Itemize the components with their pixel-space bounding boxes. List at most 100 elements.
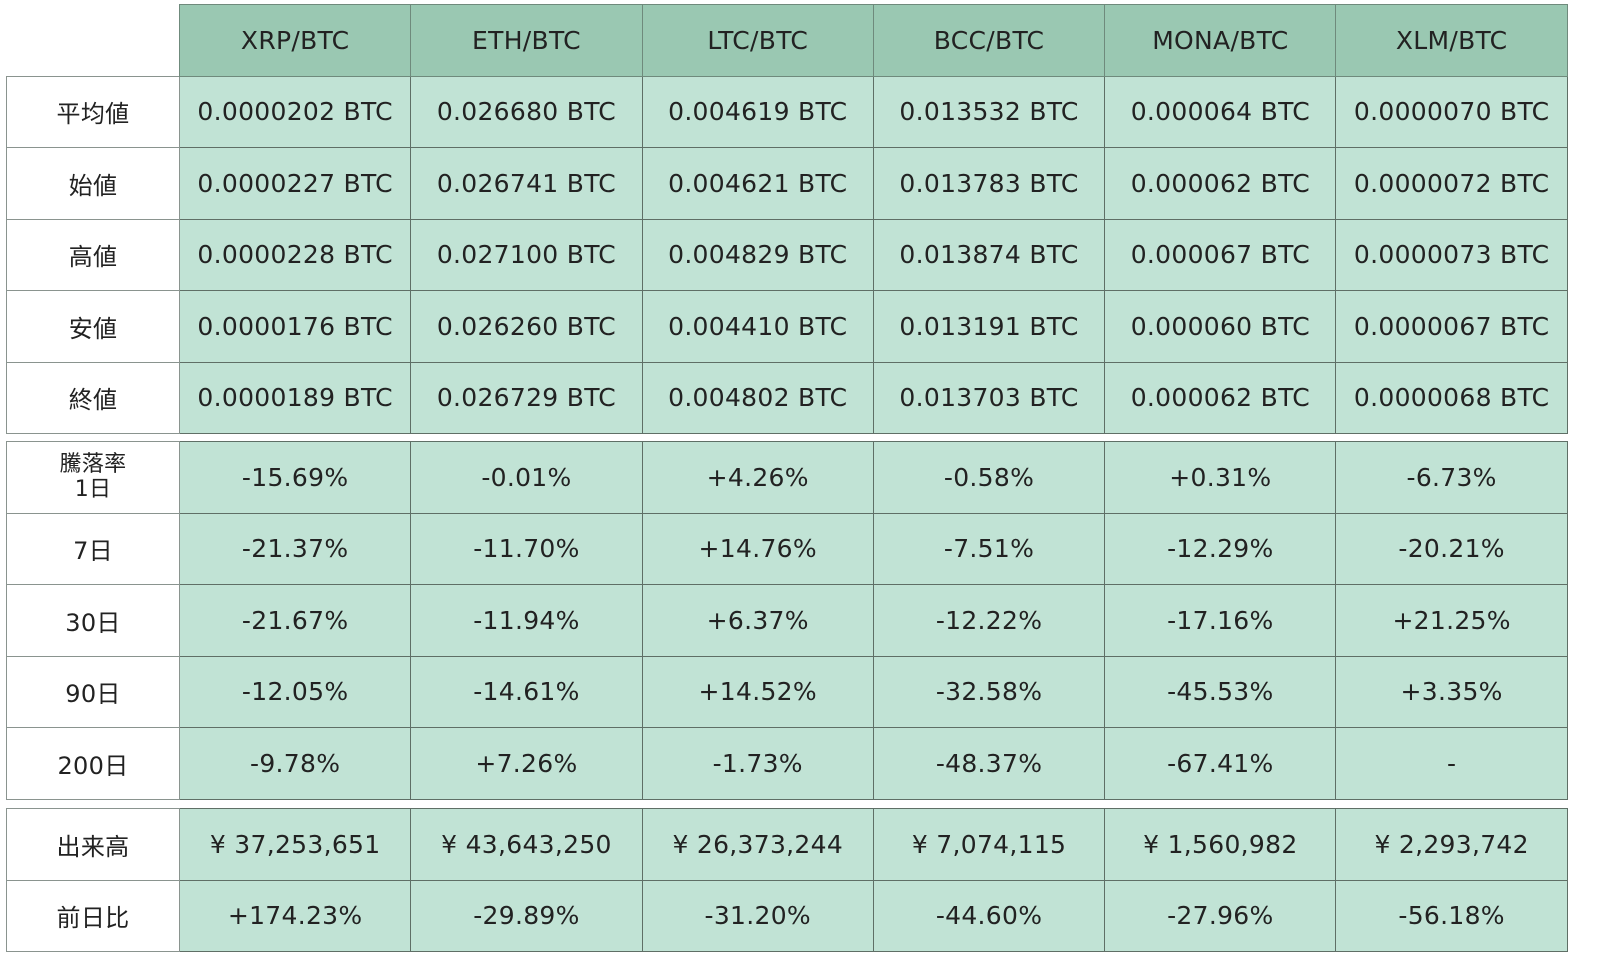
cell: 0.026741 BTC xyxy=(410,147,643,220)
cell: 0.000067 BTC xyxy=(1104,218,1337,291)
cell: +0.31% xyxy=(1104,441,1337,514)
cell: 0.0000073 BTC xyxy=(1335,218,1568,291)
volume-table: 出来高 ¥ 37,253,651 ¥ 43,643,250 ¥ 26,373,2… xyxy=(6,808,1568,952)
cell: ¥ 1,560,982 xyxy=(1104,808,1337,881)
cell: -20.21% xyxy=(1335,512,1568,585)
cell: ¥ 2,293,742 xyxy=(1335,808,1568,881)
cell: -12.22% xyxy=(872,584,1106,657)
cell: +174.23% xyxy=(178,879,412,952)
cell: +14.52% xyxy=(641,655,874,728)
cell: -67.41% xyxy=(1104,727,1337,800)
cell: +3.35% xyxy=(1335,655,1568,728)
cell: -0.01% xyxy=(410,441,643,514)
change-rate-title: 騰落率 xyxy=(59,452,127,478)
row-label: 7日 xyxy=(6,512,180,585)
cell: 0.000062 BTC xyxy=(1104,361,1337,434)
cell: 0.0000202 BTC xyxy=(178,75,412,148)
cell: 0.0000072 BTC xyxy=(1335,147,1568,220)
cell: - xyxy=(1335,727,1568,800)
cell: 0.013783 BTC xyxy=(872,147,1106,220)
cell: ¥ 37,253,651 xyxy=(178,808,412,881)
table-row: 出来高 ¥ 37,253,651 ¥ 43,643,250 ¥ 26,373,2… xyxy=(6,808,1568,881)
table-row: 安値 0.0000176 BTC 0.026260 BTC 0.004410 B… xyxy=(6,290,1568,363)
row-label: 出来高 xyxy=(6,808,180,881)
cell: +14.76% xyxy=(641,512,874,585)
cell: 0.0000067 BTC xyxy=(1335,290,1568,363)
cell: +7.26% xyxy=(410,727,643,800)
cell: -7.51% xyxy=(872,512,1106,585)
row-label: 90日 xyxy=(6,655,180,728)
cell: 0.000064 BTC xyxy=(1104,75,1337,148)
row-label: 前日比 xyxy=(6,879,180,952)
cell: 0.0000070 BTC xyxy=(1335,75,1568,148)
cell: -32.58% xyxy=(872,655,1106,728)
cell: 0.026680 BTC xyxy=(410,75,643,148)
cell: -21.37% xyxy=(178,512,412,585)
cell: +4.26% xyxy=(641,441,874,514)
cell: +21.25% xyxy=(1335,584,1568,657)
cell: -9.78% xyxy=(178,727,412,800)
cell: -45.53% xyxy=(1104,655,1337,728)
cell: 0.0000228 BTC xyxy=(178,218,412,291)
price-stats-table: XRP/BTC ETH/BTC LTC/BTC BCC/BTC MONA/BTC… xyxy=(6,4,1568,434)
column-header: XRP/BTC xyxy=(178,4,412,77)
cell: 0.000060 BTC xyxy=(1104,290,1337,363)
row-label: 高値 xyxy=(6,218,180,291)
table-row: 騰落率 1日 -15.69% -0.01% +4.26% -0.58% +0.3… xyxy=(6,441,1568,514)
cell: 0.004410 BTC xyxy=(641,290,874,363)
row-label: 平均値 xyxy=(6,75,180,148)
cell: 0.004802 BTC xyxy=(641,361,874,434)
cell: -44.60% xyxy=(872,879,1106,952)
table-row: 200日 -9.78% +7.26% -1.73% -48.37% -67.41… xyxy=(6,727,1568,800)
table-row: 平均値 0.0000202 BTC 0.026680 BTC 0.004619 … xyxy=(6,75,1568,148)
row-label: 終値 xyxy=(6,361,180,434)
cell: 0.004829 BTC xyxy=(641,218,874,291)
table-row: 始値 0.0000227 BTC 0.026741 BTC 0.004621 B… xyxy=(6,147,1568,220)
cell: -17.16% xyxy=(1104,584,1337,657)
cell: 0.026729 BTC xyxy=(410,361,643,434)
cell: 0.0000068 BTC xyxy=(1335,361,1568,434)
cell: -11.94% xyxy=(410,584,643,657)
cell: -12.29% xyxy=(1104,512,1337,585)
cell: -21.67% xyxy=(178,584,412,657)
column-header: XLM/BTC xyxy=(1335,4,1568,77)
cell: -31.20% xyxy=(641,879,874,952)
cell: -14.61% xyxy=(410,655,643,728)
table-row: 終値 0.0000189 BTC 0.026729 BTC 0.004802 B… xyxy=(6,361,1568,434)
cell: -1.73% xyxy=(641,727,874,800)
cell: -29.89% xyxy=(410,879,643,952)
cell: 0.013532 BTC xyxy=(872,75,1106,148)
cell: 0.0000227 BTC xyxy=(178,147,412,220)
period-label: 1日 xyxy=(74,477,112,503)
column-header: LTC/BTC xyxy=(641,4,874,77)
cell: -15.69% xyxy=(178,441,412,514)
cell: 0.013703 BTC xyxy=(872,361,1106,434)
cell: 0.027100 BTC xyxy=(410,218,643,291)
cell: -56.18% xyxy=(1335,879,1568,952)
cell: 0.000062 BTC xyxy=(1104,147,1337,220)
header-row: XRP/BTC ETH/BTC LTC/BTC BCC/BTC MONA/BTC… xyxy=(6,4,1568,77)
cell: +6.37% xyxy=(641,584,874,657)
cell: -12.05% xyxy=(178,655,412,728)
table-row: 7日 -21.37% -11.70% +14.76% -7.51% -12.29… xyxy=(6,512,1568,585)
corner-cell xyxy=(6,4,180,76)
column-header: BCC/BTC xyxy=(872,4,1106,77)
cell: -0.58% xyxy=(872,441,1106,514)
table-row: 高値 0.0000228 BTC 0.027100 BTC 0.004829 B… xyxy=(6,218,1568,291)
row-label: 30日 xyxy=(6,584,180,657)
table-row: 90日 -12.05% -14.61% +14.52% -32.58% -45.… xyxy=(6,655,1568,728)
column-header: ETH/BTC xyxy=(410,4,643,77)
cell: -11.70% xyxy=(410,512,643,585)
row-label: 始値 xyxy=(6,147,180,220)
cell: 0.004621 BTC xyxy=(641,147,874,220)
table-row: 30日 -21.67% -11.94% +6.37% -12.22% -17.1… xyxy=(6,584,1568,657)
cell: 0.013191 BTC xyxy=(872,290,1106,363)
column-header: MONA/BTC xyxy=(1104,4,1337,77)
cell: -27.96% xyxy=(1104,879,1337,952)
cell: -6.73% xyxy=(1335,441,1568,514)
row-label: 200日 xyxy=(6,727,180,800)
cell: ¥ 43,643,250 xyxy=(410,808,643,881)
row-label: 騰落率 1日 xyxy=(6,441,180,514)
cell: -48.37% xyxy=(872,727,1106,800)
cell: 0.026260 BTC xyxy=(410,290,643,363)
